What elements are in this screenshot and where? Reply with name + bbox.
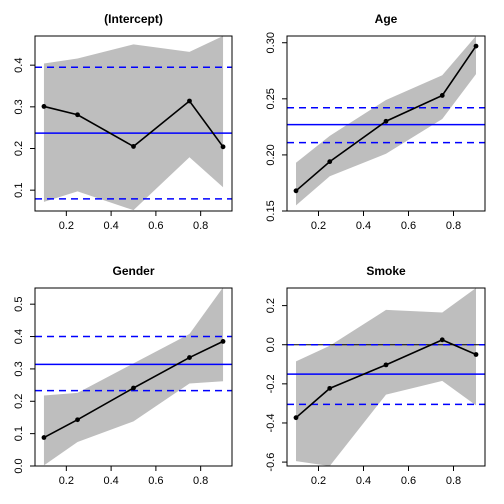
x-tick-label: 0.6 xyxy=(401,220,416,232)
y-tick-label: 0.5 xyxy=(13,297,25,312)
x-tick-label: 0.2 xyxy=(311,475,326,487)
y-tick-label: 0.4 xyxy=(13,58,25,73)
panel-1: Age 0.2 0.4 0.6 0.8 0.15 0.20 0.25 0.30 xyxy=(265,12,486,232)
panel-2: Gender 0.2 0.4 0.6 0.8 0.0 0.1 0.2 0.3 0.4 0.5 xyxy=(13,264,233,487)
estimate-point xyxy=(41,435,47,440)
estimate-point xyxy=(439,337,445,343)
estimate-point xyxy=(439,93,445,98)
y-tick-label: -0.4 xyxy=(265,413,277,432)
x-tick-label: 0.6 xyxy=(401,475,416,487)
y-tick-label: -0.6 xyxy=(265,453,277,472)
estimate-point xyxy=(383,362,389,368)
x-tick-label: 0.8 xyxy=(193,220,208,232)
estimate-point xyxy=(220,144,226,150)
x-tick-label: 0.4 xyxy=(103,220,118,232)
estimate-point xyxy=(75,112,80,118)
y-tick-label: 0.2 xyxy=(13,394,25,409)
y-tick-label: 0.30 xyxy=(265,32,277,53)
plot-frame xyxy=(286,287,486,467)
estimate-point xyxy=(131,144,136,149)
estimate-point xyxy=(293,415,299,421)
y-tick-label: 0.0 xyxy=(13,458,25,473)
y-tick-label: 0.20 xyxy=(265,144,277,165)
x-tick-label: 0.8 xyxy=(446,220,461,232)
estimate-point xyxy=(220,339,226,344)
panel-title: Age xyxy=(375,12,398,26)
estimate-point xyxy=(473,352,479,357)
y-tick-label: 0.2 xyxy=(265,298,277,313)
x-tick-label: 0.2 xyxy=(311,220,326,232)
estimate-point xyxy=(75,417,80,423)
panel-0: (Intercept) 0.2 0.4 0.6 0.8 0.1 0.2 0.3 0.4 xyxy=(13,12,233,232)
y-tick-label: 0.1 xyxy=(13,426,25,441)
plot-area xyxy=(287,288,485,466)
x-tick-label: 0.6 xyxy=(148,220,163,232)
estimate-point xyxy=(187,98,192,104)
plot-area xyxy=(35,36,232,211)
x-tick-label: 0.2 xyxy=(59,475,74,487)
x-tick-label: 0.8 xyxy=(193,475,208,487)
estimate-point xyxy=(327,385,333,391)
x-tick-label: 0.4 xyxy=(356,475,371,487)
plot-area xyxy=(35,288,232,466)
estimate-point xyxy=(41,104,47,109)
y-tick-label: 0.3 xyxy=(13,361,25,376)
estimate-point xyxy=(383,118,389,124)
estimate-point xyxy=(293,188,299,194)
x-tick-label: 0.4 xyxy=(103,475,118,487)
y-tick-label: 0.15 xyxy=(265,200,277,221)
estimate-point xyxy=(187,355,192,360)
confidence-band xyxy=(43,36,224,211)
x-tick-label: 0.2 xyxy=(59,220,74,232)
x-tick-label: 0.4 xyxy=(356,220,371,232)
y-tick-label: 0.2 xyxy=(13,141,25,156)
x-tick-label: 0.6 xyxy=(148,475,163,487)
y-tick-label: 0.25 xyxy=(265,88,277,109)
estimate-point xyxy=(131,385,136,391)
panel-3: Smoke 0.2 0.4 0.6 0.8 -0.6 -0.4 -0.2 0.0 0.2 xyxy=(265,264,486,487)
panel-title: Gender xyxy=(112,264,154,278)
x-tick-label: 0.8 xyxy=(446,475,461,487)
y-tick-label: -0.2 xyxy=(265,374,277,393)
confidence-band xyxy=(43,288,224,466)
y-tick-label: 0.3 xyxy=(13,99,25,114)
panel-title: Smoke xyxy=(366,264,406,278)
y-tick-label: 0.0 xyxy=(265,337,277,352)
estimate-point xyxy=(327,159,333,165)
y-tick-label: 0.1 xyxy=(13,183,25,198)
plot-area xyxy=(287,36,485,206)
estimate-point xyxy=(473,43,479,49)
plot-frame xyxy=(34,287,233,467)
panel-title: (Intercept) xyxy=(104,12,163,26)
plot-frame xyxy=(286,35,486,212)
y-tick-label: 0.4 xyxy=(13,329,25,344)
plot-frame xyxy=(34,35,233,212)
confidence-band xyxy=(296,288,476,466)
